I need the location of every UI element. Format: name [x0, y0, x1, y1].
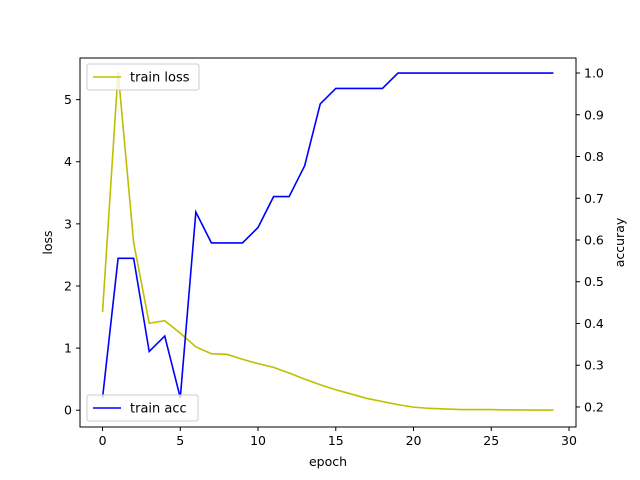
right-y-tick-label: 0.9 [584, 107, 604, 122]
x-tick-label: 25 [483, 433, 499, 448]
x-tick-label: 20 [406, 433, 422, 448]
left-y-tick-label: 0 [64, 403, 72, 418]
series-line-train-loss [101, 71, 554, 411]
right-y-tick-label: 0.7 [584, 191, 604, 206]
left-y-tick-label: 3 [64, 216, 72, 231]
legend-train-loss: train loss [86, 63, 200, 91]
right-y-tick-label: 0.3 [584, 358, 604, 373]
right-y-tick-label: 0.4 [584, 316, 604, 331]
right-y-tick-label: 0.5 [584, 274, 604, 289]
series-line-train-acc [101, 72, 554, 398]
legend-label-train-loss: train loss [130, 71, 190, 86]
legend-box [86, 394, 199, 422]
x-tick-label: 0 [99, 433, 107, 448]
right-y-tick-label: 1.0 [584, 66, 604, 81]
right-y-axis-title: accuray [612, 217, 627, 267]
legend-label-train-acc: train acc [130, 402, 187, 417]
x-tick-label: 30 [561, 433, 577, 448]
x-tick-label: 10 [250, 433, 266, 448]
plot-frame [79, 57, 577, 428]
x-tick-label: 5 [176, 433, 184, 448]
left-y-tick-label: 4 [64, 154, 72, 169]
x-tick-label: 15 [328, 433, 344, 448]
plot-lines [101, 71, 554, 411]
right-y-tick-label: 0.2 [584, 399, 604, 414]
right-y-tick-label: 0.6 [584, 232, 604, 247]
left-y-tick-label: 1 [64, 341, 72, 356]
left-y-axis-title: loss [40, 230, 55, 254]
right-y-tick-label: 0.8 [584, 149, 604, 164]
axis-ticks: 0 5 10 15 20 25 30 0 1 2 3 4 5 0.2 0.3 0.4 0.5 0.6 0.7 0.8 0… [64, 66, 604, 448]
legend-box [86, 63, 200, 91]
x-axis-title: epoch [309, 454, 347, 469]
legend-train-acc: train acc [86, 394, 199, 422]
left-y-tick-label: 5 [64, 92, 72, 107]
left-y-tick-label: 2 [64, 278, 72, 293]
